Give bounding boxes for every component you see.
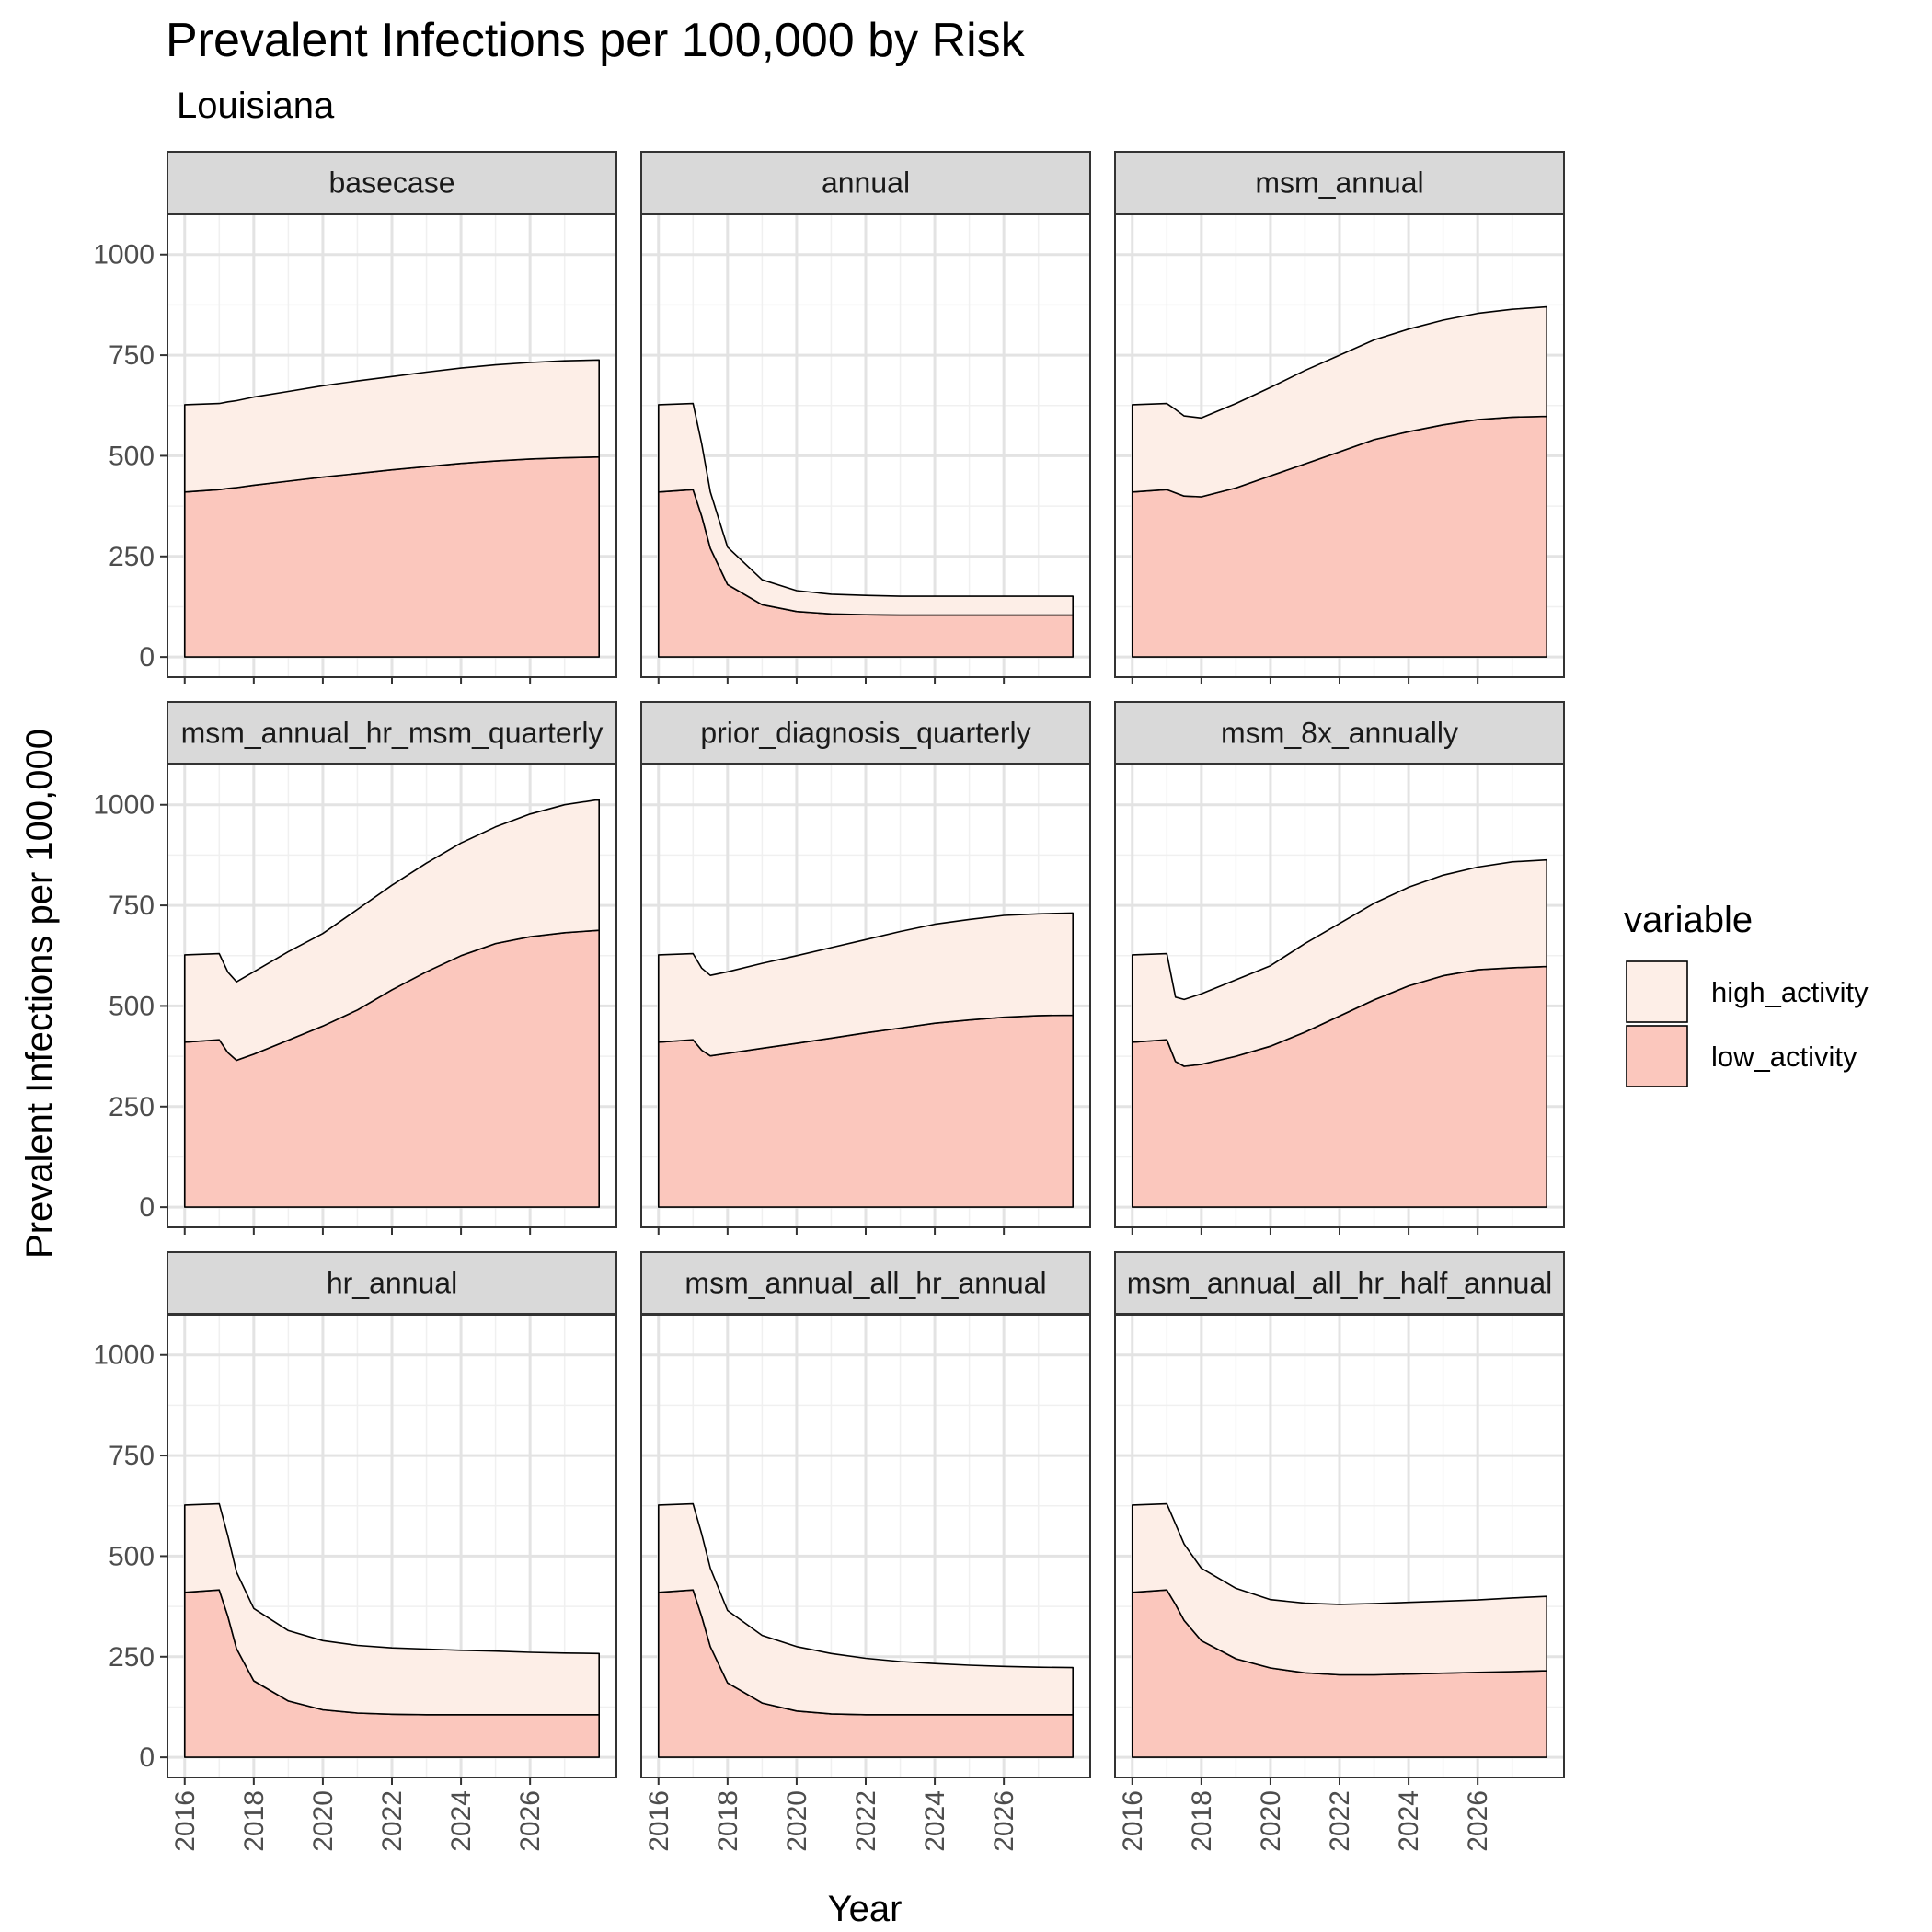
strip-label: msm_annual xyxy=(1255,167,1423,200)
facet-panel: hr_annual 0 250 500 750 1000 2016 2018 2020 2022 2… xyxy=(93,1251,617,1852)
strip-background xyxy=(640,151,1091,214)
legend: variable high_activity low_activity xyxy=(1624,900,1869,1088)
x-tick-label: 2026 xyxy=(1463,1790,1493,1852)
x-axis-title: Year xyxy=(828,1889,903,1929)
x-tick-label: 2022 xyxy=(851,1790,881,1852)
y-axis-title: Prevalent Infections per 100,000 xyxy=(19,729,60,1259)
x-tick-label: 2022 xyxy=(1325,1790,1355,1852)
x-tick-label: 2020 xyxy=(1256,1790,1286,1852)
facet-panel: basecase 0 250 500 750 1000 xyxy=(93,151,617,684)
strip-label: basecase xyxy=(329,167,455,200)
y-tick-label: 0 xyxy=(139,1192,155,1223)
facet-panel: msm_annual xyxy=(1114,151,1565,684)
area-high-activity xyxy=(1132,305,1547,498)
panel-areas xyxy=(1132,1502,1547,1758)
strip-label: msm_annual_all_hr_annual xyxy=(684,1267,1046,1300)
x-tick-label: 2018 xyxy=(713,1790,743,1852)
facet-panel: prior_diagnosis_quarterly xyxy=(640,701,1091,1235)
strip-label: annual xyxy=(822,167,910,200)
x-tick-label: 2024 xyxy=(1394,1790,1424,1852)
x-tick-label: 2024 xyxy=(446,1790,477,1852)
area-high-activity xyxy=(658,1502,1074,1716)
x-tick-label: 2016 xyxy=(170,1790,201,1852)
y-tick-label: 750 xyxy=(109,340,155,371)
panel-areas xyxy=(1132,858,1547,1208)
y-tick-label: 750 xyxy=(109,1441,155,1471)
y-tick-label: 500 xyxy=(109,991,155,1021)
area-high-activity xyxy=(1132,858,1547,1067)
strip-background xyxy=(640,1251,1091,1315)
y-tick-label: 1000 xyxy=(93,240,155,270)
strip-label: msm_annual_all_hr_half_annual xyxy=(1127,1267,1553,1300)
strip-background xyxy=(167,151,617,214)
legend-title: variable xyxy=(1624,900,1753,940)
strip-background xyxy=(640,701,1091,765)
panel-areas xyxy=(658,912,1074,1208)
x-tick-label: 2024 xyxy=(920,1790,950,1852)
y-tick-label: 500 xyxy=(109,441,155,471)
facet-panel: msm_8x_annually xyxy=(1114,701,1565,1235)
x-tick-label: 2026 xyxy=(989,1790,1019,1852)
facet-panel: annual xyxy=(640,151,1091,684)
strip-background xyxy=(1114,701,1565,765)
y-tick-label: 500 xyxy=(109,1541,155,1571)
strip-label: msm_annual_hr_msm_quarterly xyxy=(181,717,604,750)
strip-background xyxy=(1114,1251,1565,1315)
x-tick-label: 2018 xyxy=(239,1790,270,1852)
legend-key-low-activity xyxy=(1626,1025,1688,1087)
y-tick-label: 250 xyxy=(109,542,155,572)
panel-areas xyxy=(658,1502,1074,1758)
x-tick-label: 2026 xyxy=(515,1790,546,1852)
y-tick-label: 0 xyxy=(139,1742,155,1773)
area-high-activity xyxy=(184,1502,600,1716)
area-high-activity xyxy=(658,912,1074,1057)
strip-label: prior_diagnosis_quarterly xyxy=(700,717,1030,750)
facet-panel: msm_annual_all_hr_half_annual 2016 2018 202… xyxy=(1114,1251,1565,1852)
panel-areas xyxy=(658,402,1074,658)
area-high-activity xyxy=(658,402,1074,616)
chart-subtitle: Louisiana xyxy=(177,86,335,126)
y-tick-label: 1000 xyxy=(93,790,155,821)
y-tick-label: 250 xyxy=(109,1092,155,1122)
area-high-activity xyxy=(184,359,600,493)
strip-label: hr_annual xyxy=(327,1267,457,1300)
legend-label: high_activity xyxy=(1711,976,1869,1008)
panel-areas xyxy=(184,799,600,1208)
x-tick-label: 2016 xyxy=(1118,1790,1148,1852)
legend-key-high-activity xyxy=(1626,960,1688,1023)
x-tick-label: 2020 xyxy=(782,1790,812,1852)
x-tick-label: 2016 xyxy=(644,1790,674,1852)
area-high-activity xyxy=(184,799,600,1062)
y-tick-label: 1000 xyxy=(93,1340,155,1371)
strip-label: msm_8x_annually xyxy=(1221,717,1458,750)
strip-background xyxy=(167,701,617,765)
x-tick-label: 2020 xyxy=(308,1790,339,1852)
area-low-activity xyxy=(184,455,600,658)
strip-background xyxy=(1114,151,1565,214)
panel-areas xyxy=(184,359,600,658)
facet-panels: basecase 0 250 500 750 1000 annual msm_annualms… xyxy=(93,151,1565,1852)
legend-label: low_activity xyxy=(1711,1041,1857,1073)
y-tick-label: 750 xyxy=(109,891,155,921)
strip-background xyxy=(167,1251,617,1315)
area-high-activity xyxy=(1132,1502,1547,1676)
y-tick-label: 250 xyxy=(109,1642,155,1673)
chart-title: Prevalent Infections per 100,000 by Risk xyxy=(166,14,1026,67)
panel-areas xyxy=(1132,305,1547,658)
x-tick-label: 2022 xyxy=(377,1790,408,1852)
panel-areas xyxy=(184,1502,600,1758)
facet-panel: msm_annual_hr_msm_quarterly 0 250 500 750 100… xyxy=(93,701,617,1235)
x-tick-label: 2018 xyxy=(1187,1790,1217,1852)
y-tick-label: 0 xyxy=(139,642,155,673)
facet-panel: msm_annual_all_hr_annual 2016 2018 2020 2022… xyxy=(640,1251,1091,1852)
